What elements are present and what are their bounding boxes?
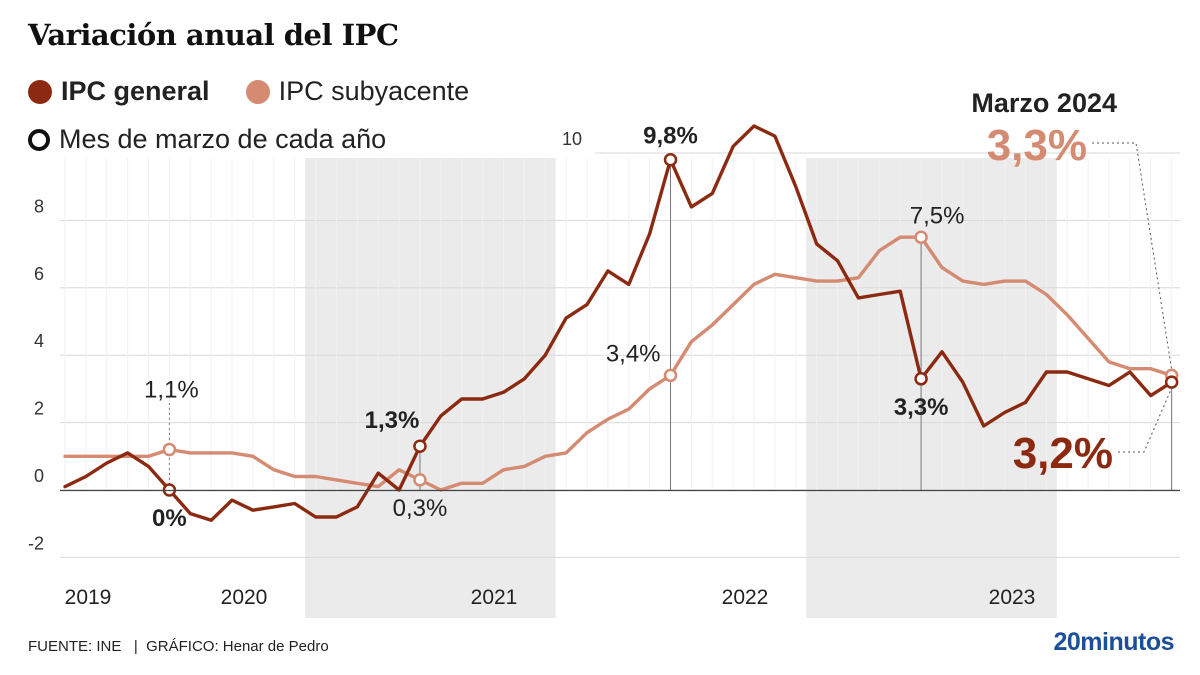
legend-swatch-subyacente bbox=[245, 79, 270, 104]
footer-credit: GRÁFICO: Henar de Pedro bbox=[146, 638, 329, 655]
brand-logo: 20minutos bbox=[1053, 628, 1174, 656]
march-marker bbox=[413, 439, 427, 453]
x-year-label: 2022 bbox=[722, 586, 769, 609]
march-droplines bbox=[168, 159, 1173, 490]
march-markers bbox=[162, 152, 1179, 497]
x-year-label: 2023 bbox=[989, 586, 1036, 609]
callout-general-value: 3,2% bbox=[1013, 429, 1113, 478]
legend-item-general: IPC general bbox=[28, 76, 210, 107]
marker-label: 1,3% bbox=[365, 407, 420, 434]
y-tick-label: 8 bbox=[34, 196, 44, 216]
year-band-1 bbox=[806, 158, 1057, 618]
callout-leader-general bbox=[1118, 387, 1173, 453]
y-tick-label: 0 bbox=[34, 466, 44, 486]
march-marker bbox=[663, 152, 678, 167]
march-marker bbox=[914, 372, 928, 386]
callout-subyacente-value: 3,3% bbox=[987, 121, 1087, 170]
legend-row-series: IPC general IPC subyacente bbox=[28, 76, 505, 107]
footer-source: FUENTE: INE bbox=[28, 638, 122, 655]
march-marker bbox=[1164, 375, 1179, 389]
y-tick-label: 2 bbox=[34, 399, 44, 419]
marker-label: 3,3% bbox=[894, 394, 949, 421]
year-band-0 bbox=[305, 158, 556, 618]
x-year-label: 2019 bbox=[65, 586, 112, 609]
marker-label: 0% bbox=[152, 505, 187, 532]
callout-leader-subyacente bbox=[1092, 142, 1173, 370]
y-tick-label: 10 bbox=[562, 129, 582, 149]
marker-label: 0,3% bbox=[393, 495, 448, 522]
legend-item-subyacente: IPC subyacente bbox=[245, 76, 470, 107]
series-line-subyacente bbox=[63, 235, 1174, 492]
marker-label: 1,1% bbox=[144, 377, 199, 404]
legend-label-marzo: Mes de marzo de cada año bbox=[59, 124, 387, 154]
y-tick-labels: -2 0 2 4 6 8 10 bbox=[28, 129, 582, 553]
series-line-general bbox=[63, 124, 1174, 522]
legend-row-marker: Mes de marzo de cada año bbox=[28, 124, 386, 155]
chart-title: Variación anual del IPC bbox=[28, 18, 399, 52]
march-marker bbox=[914, 230, 928, 244]
march-marker bbox=[413, 473, 427, 487]
x-year-label: 2020 bbox=[221, 586, 268, 609]
legend-swatch-general bbox=[28, 79, 52, 104]
march-marker bbox=[663, 368, 678, 383]
marker-label: 9,8% bbox=[643, 123, 698, 150]
march-marker bbox=[162, 442, 177, 457]
legend-ring-icon bbox=[28, 128, 50, 151]
footer-separator: | bbox=[133, 638, 138, 655]
x-axis: 2019 2020 2021 2022 2023 bbox=[60, 489, 1180, 609]
legend-label-general: IPC general bbox=[61, 76, 210, 106]
footer: FUENTE: INE | GRÁFICO: Henar de Pedro bbox=[28, 638, 329, 655]
y-tick-label: 4 bbox=[34, 331, 44, 351]
series-lines bbox=[63, 124, 1174, 522]
y-tick-label: 6 bbox=[34, 264, 44, 284]
marker-label: 7,5% bbox=[910, 202, 965, 229]
y-tick-label: -2 bbox=[28, 533, 44, 553]
marker-label: 3,4% bbox=[606, 340, 661, 367]
year-bands bbox=[305, 158, 1057, 618]
callout-heading: Marzo 2024 bbox=[971, 88, 1117, 118]
marker-labels: 1,1% 0% 1,3% 0,3% 9,8% 3,4% 7,5% 3,3% bbox=[144, 123, 964, 532]
legend-label-subyacente: IPC subyacente bbox=[278, 76, 470, 106]
x-year-label: 2021 bbox=[471, 586, 518, 609]
